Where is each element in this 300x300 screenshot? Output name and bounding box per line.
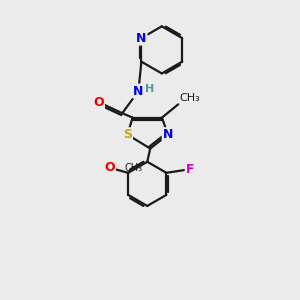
Text: O: O (93, 96, 104, 110)
Text: CH₃: CH₃ (125, 163, 143, 173)
Text: CH₃: CH₃ (180, 93, 200, 103)
Text: O: O (104, 161, 115, 174)
Text: F: F (186, 164, 194, 176)
Text: N: N (136, 32, 147, 45)
Text: N: N (163, 128, 173, 141)
Text: H: H (145, 84, 154, 94)
Text: S: S (123, 128, 132, 141)
Text: N: N (133, 85, 144, 98)
